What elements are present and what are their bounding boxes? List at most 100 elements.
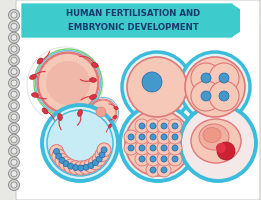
Circle shape xyxy=(150,145,156,151)
Circle shape xyxy=(95,148,109,162)
Ellipse shape xyxy=(32,93,38,97)
Circle shape xyxy=(11,80,17,86)
Circle shape xyxy=(9,21,20,32)
Circle shape xyxy=(78,165,84,171)
Circle shape xyxy=(27,47,103,123)
FancyBboxPatch shape xyxy=(16,0,260,200)
Circle shape xyxy=(87,97,119,129)
Circle shape xyxy=(139,156,145,162)
Circle shape xyxy=(46,61,90,105)
Circle shape xyxy=(161,167,167,173)
Ellipse shape xyxy=(90,78,97,82)
Circle shape xyxy=(11,159,17,165)
Circle shape xyxy=(191,63,221,93)
Circle shape xyxy=(64,159,78,173)
Circle shape xyxy=(161,134,167,140)
Circle shape xyxy=(9,32,20,43)
Circle shape xyxy=(201,91,211,101)
Circle shape xyxy=(92,152,106,166)
Circle shape xyxy=(172,145,178,151)
Circle shape xyxy=(122,52,192,122)
Circle shape xyxy=(146,141,160,155)
Circle shape xyxy=(55,153,69,167)
Circle shape xyxy=(11,91,17,97)
Circle shape xyxy=(101,147,107,153)
Circle shape xyxy=(124,141,138,155)
Circle shape xyxy=(139,145,145,151)
Circle shape xyxy=(38,53,98,113)
Circle shape xyxy=(161,145,167,151)
Circle shape xyxy=(157,152,171,166)
Circle shape xyxy=(150,156,156,162)
Circle shape xyxy=(11,35,17,41)
Ellipse shape xyxy=(78,110,82,116)
Circle shape xyxy=(135,141,149,155)
Circle shape xyxy=(83,164,89,170)
Circle shape xyxy=(150,167,156,173)
Circle shape xyxy=(9,44,20,54)
Circle shape xyxy=(127,57,187,117)
Circle shape xyxy=(50,145,63,159)
Circle shape xyxy=(9,9,20,21)
Circle shape xyxy=(139,134,145,140)
Ellipse shape xyxy=(29,75,36,79)
Circle shape xyxy=(92,160,98,166)
Circle shape xyxy=(157,119,171,133)
Polygon shape xyxy=(240,4,258,37)
Circle shape xyxy=(9,77,20,88)
Text: HUMAN FERTILISATION AND: HUMAN FERTILISATION AND xyxy=(66,9,200,19)
Circle shape xyxy=(11,148,17,154)
Circle shape xyxy=(96,156,102,162)
Circle shape xyxy=(168,141,182,155)
Circle shape xyxy=(142,72,162,92)
Circle shape xyxy=(139,123,145,129)
Circle shape xyxy=(11,46,17,52)
Ellipse shape xyxy=(113,115,117,119)
Circle shape xyxy=(161,123,167,129)
Circle shape xyxy=(135,119,149,133)
Circle shape xyxy=(146,163,160,177)
Ellipse shape xyxy=(108,124,112,128)
Circle shape xyxy=(146,119,160,133)
Circle shape xyxy=(84,158,98,172)
Circle shape xyxy=(150,123,156,129)
Circle shape xyxy=(11,182,17,188)
Circle shape xyxy=(79,160,93,174)
Circle shape xyxy=(63,161,69,167)
Circle shape xyxy=(9,146,20,156)
FancyBboxPatch shape xyxy=(21,3,233,38)
Circle shape xyxy=(11,114,17,120)
Circle shape xyxy=(11,125,17,131)
Circle shape xyxy=(180,52,250,122)
Circle shape xyxy=(201,73,211,83)
Circle shape xyxy=(157,141,171,155)
Circle shape xyxy=(209,81,239,111)
Circle shape xyxy=(88,162,94,168)
Circle shape xyxy=(219,73,229,83)
Circle shape xyxy=(217,142,235,160)
Circle shape xyxy=(128,134,134,140)
Ellipse shape xyxy=(199,124,229,150)
Circle shape xyxy=(9,89,20,100)
Ellipse shape xyxy=(92,63,98,67)
Circle shape xyxy=(157,130,171,144)
Ellipse shape xyxy=(203,128,221,142)
Circle shape xyxy=(9,100,20,111)
Circle shape xyxy=(74,161,88,175)
Circle shape xyxy=(168,130,182,144)
Circle shape xyxy=(185,57,245,117)
Circle shape xyxy=(168,119,182,133)
Circle shape xyxy=(128,145,134,151)
Circle shape xyxy=(11,57,17,63)
Circle shape xyxy=(172,134,178,140)
Circle shape xyxy=(11,12,17,18)
Circle shape xyxy=(42,105,118,181)
Circle shape xyxy=(52,149,66,163)
Circle shape xyxy=(97,143,111,157)
Circle shape xyxy=(11,103,17,109)
Circle shape xyxy=(172,156,178,162)
Ellipse shape xyxy=(114,106,118,110)
Circle shape xyxy=(9,55,20,66)
Circle shape xyxy=(135,152,149,166)
Ellipse shape xyxy=(191,119,241,163)
